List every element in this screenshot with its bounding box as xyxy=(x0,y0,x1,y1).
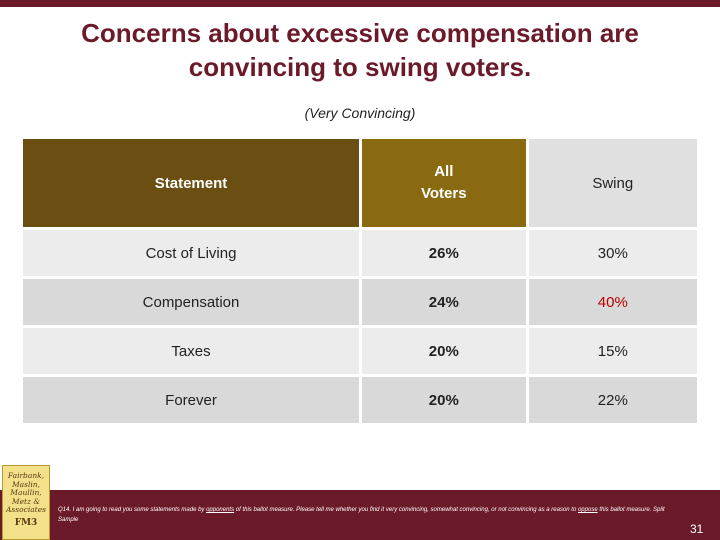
logo-mark: FM3 xyxy=(14,517,38,528)
row-all-voters: 20% xyxy=(359,325,529,377)
top-accent-bar xyxy=(0,0,720,7)
slide-subtitle: (Very Convincing) xyxy=(304,105,416,121)
logo-line: Metz & xyxy=(11,496,41,506)
row-statement: Taxes xyxy=(19,325,363,377)
footer-bar xyxy=(0,490,720,540)
header-all-line1: All xyxy=(434,163,454,180)
company-logo: Fairbank, Maslin, Maullin, Metz & Associ… xyxy=(2,465,50,540)
row-swing: 15% xyxy=(525,325,701,377)
row-statement: Cost of Living xyxy=(19,227,363,279)
table-header-row: Statement All Voters Swing xyxy=(19,136,701,230)
footnote-underlined: oppose xyxy=(577,507,598,513)
header-swing: Swing xyxy=(525,136,701,230)
row-swing-highlight: 40% xyxy=(525,276,701,328)
footnote-underlined: opponents xyxy=(206,507,235,513)
logo-line: Maslin, xyxy=(11,479,40,489)
row-statement: Forever xyxy=(19,374,363,426)
footnote-text: this ballot measure. Split Sample xyxy=(58,507,665,523)
row-all-voters: 26% xyxy=(359,227,529,279)
slide-title: Concerns about excessive compensation ar… xyxy=(81,18,639,82)
row-statement: Compensation xyxy=(19,276,363,328)
logo-line: Maullin, xyxy=(10,488,42,497)
table-row: Cost of Living 26% 30% xyxy=(19,227,701,279)
row-all-voters: 20% xyxy=(359,374,529,426)
header-statement: Statement xyxy=(19,136,363,230)
logo-line: Associates xyxy=(5,505,46,514)
header-all-voters: All Voters xyxy=(359,136,529,230)
row-swing: 22% xyxy=(525,374,701,426)
question-footnote: Q14. I am going to read you some stateme… xyxy=(58,505,668,525)
table-row: Forever 20% 22% xyxy=(19,374,701,426)
logo-line: Fairbank, xyxy=(7,471,45,480)
table-row: Taxes 20% 15% xyxy=(19,325,701,377)
header-all-line2: Voters xyxy=(421,185,467,202)
page-number: 31 xyxy=(690,522,704,536)
row-swing: 30% xyxy=(525,227,701,279)
footnote-text: of this ballot measure. Please tell me w… xyxy=(234,507,578,513)
row-all-voters: 24% xyxy=(359,276,529,328)
footnote-text: Q14. I am going to read you some stateme… xyxy=(58,507,207,513)
table-row: Compensation 24% 40% xyxy=(19,276,701,328)
results-table: Statement All Voters Swing Cost of Livin… xyxy=(19,136,701,426)
